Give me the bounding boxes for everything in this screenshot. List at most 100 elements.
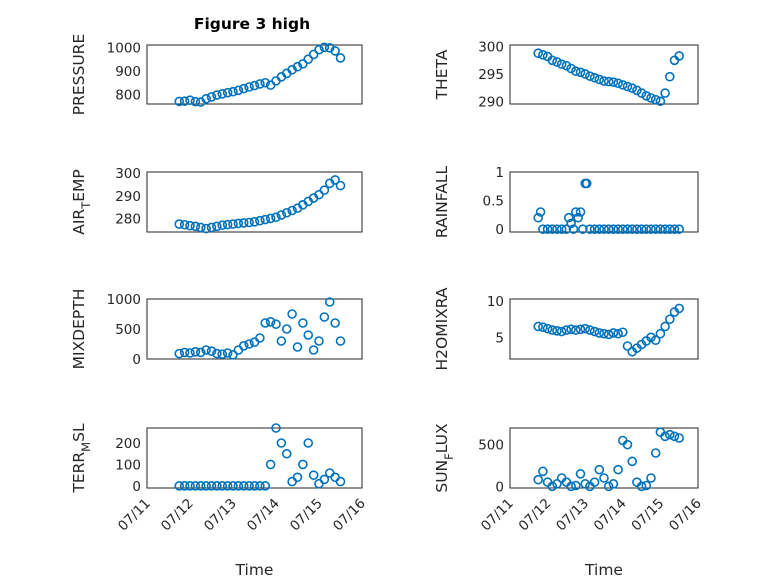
data-point	[276, 438, 287, 448]
data-point	[660, 88, 670, 98]
data-point	[212, 221, 222, 232]
subplot-5: 0 500 1000 MIXDEPTH	[70, 289, 363, 370]
data-point	[589, 72, 600, 83]
data-point	[265, 316, 276, 327]
data-point	[566, 324, 576, 335]
subplot-6: 5 10 H2OMIXRA	[433, 287, 699, 371]
data-point	[324, 297, 335, 307]
data-point	[533, 474, 544, 485]
data-point	[185, 348, 195, 358]
data-point	[641, 91, 652, 101]
data-point	[664, 314, 675, 325]
data-point	[669, 224, 680, 234]
y-axis-label: MIXDEPTH	[70, 289, 88, 370]
y-tick-label: 5	[495, 330, 504, 346]
data-point	[185, 220, 195, 231]
data-point	[632, 224, 642, 234]
data-point	[594, 464, 605, 475]
y-axis-label: AIRTEMP	[70, 169, 93, 235]
y-tick-label: 1	[495, 165, 504, 181]
data-markers	[174, 423, 346, 491]
data-point	[174, 96, 185, 107]
data-point	[575, 469, 586, 479]
data-point	[201, 94, 211, 104]
data-point	[292, 472, 303, 483]
data-point	[201, 345, 211, 355]
data-markers	[533, 427, 685, 492]
data-point	[636, 224, 647, 234]
data-point	[613, 328, 623, 339]
y-tick-label: 280	[115, 211, 141, 227]
y-axis-label: PRESSURE	[70, 34, 88, 116]
data-markers	[174, 297, 346, 360]
data-point	[335, 476, 346, 487]
data-point	[238, 481, 249, 491]
data-point	[581, 178, 592, 189]
data-point	[298, 59, 308, 69]
y-tick-label: 1000	[107, 40, 141, 56]
data-point	[222, 219, 233, 230]
y-tick-label: 0	[495, 222, 504, 238]
figure-title: Figure 3 high	[194, 15, 310, 33]
data-point	[646, 332, 656, 343]
data-point	[195, 481, 206, 491]
data-point	[556, 59, 567, 69]
data-point	[570, 66, 581, 77]
x-tick-label: 07/13	[201, 496, 240, 535]
data-point	[542, 323, 553, 334]
y-tick-label: 900	[115, 64, 141, 80]
data-point	[594, 74, 605, 85]
data-point	[650, 448, 661, 458]
data-point	[206, 481, 217, 491]
data-point	[561, 325, 572, 335]
x-tick-label: 07/16	[666, 496, 705, 535]
data-point	[303, 330, 314, 340]
data-point	[533, 48, 544, 58]
data-point	[276, 210, 287, 220]
data-point	[244, 217, 254, 228]
y-tick-label: 500	[478, 438, 504, 454]
data-point	[580, 69, 591, 79]
data-point	[228, 481, 238, 491]
data-point	[217, 89, 228, 99]
data-point	[533, 321, 544, 332]
data-point	[636, 88, 647, 98]
data-point	[206, 92, 217, 102]
data-point	[228, 219, 238, 229]
data-point	[556, 224, 567, 234]
axes-frame	[146, 44, 363, 105]
data-point	[238, 218, 249, 228]
data-point	[303, 54, 314, 64]
data-point	[255, 215, 265, 226]
data-point	[287, 309, 297, 319]
data-point	[281, 324, 292, 334]
data-point	[664, 224, 675, 234]
data-point	[627, 224, 638, 234]
data-point	[281, 448, 292, 459]
data-point	[599, 473, 609, 483]
data-point	[575, 324, 586, 335]
data-point	[547, 481, 558, 492]
data-point	[319, 185, 330, 195]
data-point	[212, 348, 222, 359]
data-point	[646, 224, 656, 234]
data-point	[255, 481, 265, 491]
data-point	[589, 224, 600, 234]
x-tick-label: 07/13	[553, 496, 592, 535]
data-point	[589, 477, 600, 487]
data-point	[535, 207, 546, 217]
y-tick-label: 200	[115, 436, 141, 452]
y-axis-label: RAINFALL	[433, 165, 451, 238]
x-tick-label: 07/12	[158, 496, 197, 535]
data-point	[249, 217, 260, 227]
y-tick-label: 0	[495, 479, 504, 495]
data-point	[276, 336, 287, 346]
data-point	[561, 224, 572, 234]
x-axis-label: Time	[584, 561, 623, 579]
x-tick-label: 07/14	[244, 496, 283, 535]
data-point	[260, 77, 271, 88]
data-point	[206, 346, 217, 357]
y-tick-label: 100	[115, 457, 141, 473]
